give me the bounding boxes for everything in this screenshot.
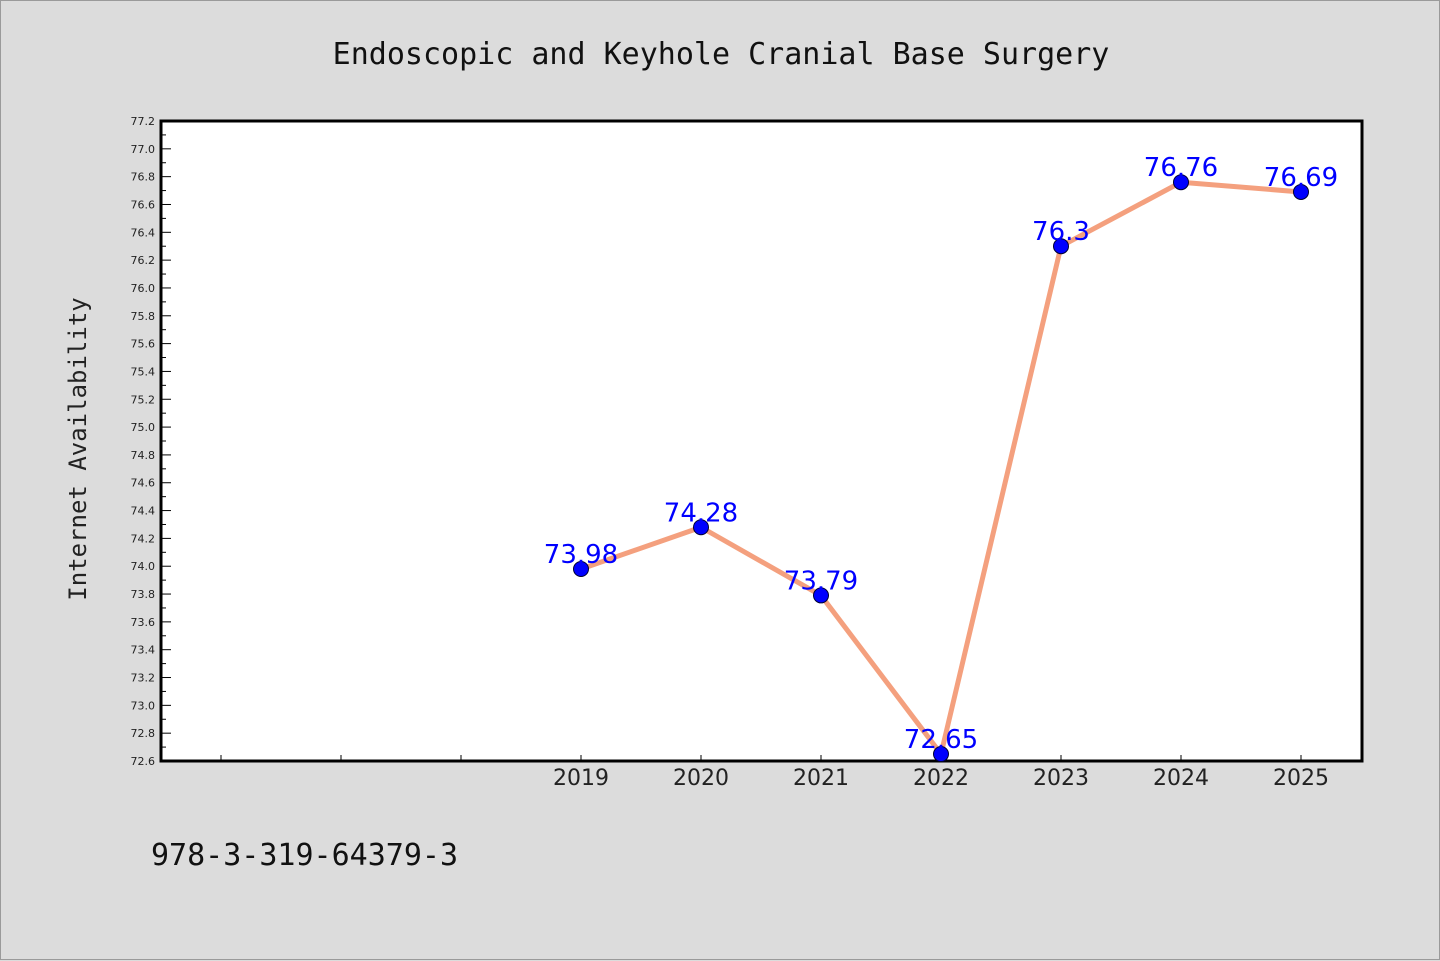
data-point-marker [1173, 174, 1189, 191]
y-tick-label: 74.8 [131, 449, 156, 462]
y-tick-label: 76.4 [131, 226, 156, 239]
y-tick-label: 77.2 [131, 115, 156, 128]
y-tick-label: 75.2 [131, 393, 156, 406]
y-tick-label: 74.6 [131, 477, 156, 490]
y-tick-label: 77.0 [131, 143, 156, 156]
y-tick-label: 74.2 [131, 532, 156, 545]
y-tick-label: 75.4 [131, 365, 156, 378]
plot-area [159, 119, 1364, 763]
y-tick-label: 72.8 [131, 727, 156, 740]
y-tick-label: 74.4 [131, 505, 156, 518]
y-tick-label: 75.8 [131, 310, 156, 323]
y-tick-label: 75.6 [131, 338, 156, 351]
data-label: 76.76 [1144, 153, 1218, 183]
data-point-marker [573, 561, 589, 577]
x-tick-label: 2021 [793, 766, 849, 791]
x-tick-label: 2025 [1273, 766, 1329, 791]
data-label: 72.65 [904, 725, 978, 755]
y-axis-label: Internet Availability [64, 297, 92, 600]
y-tick-label: 76.2 [131, 254, 156, 267]
y-tick-label: 76.6 [131, 198, 156, 211]
chart-title: Endoscopic and Keyhole Cranial Base Surg… [333, 37, 1110, 72]
data-point-marker [1293, 183, 1309, 200]
x-tick-label: 2024 [1153, 766, 1209, 791]
series-group: 73.98 74.28 73.79 72.65 76.3 76.76 76.69 [544, 153, 1338, 763]
x-tick-label: 2022 [913, 766, 969, 791]
x-tick-label: 2019 [553, 766, 609, 791]
y-tick-label: 74.0 [131, 560, 156, 573]
data-label: 73.98 [544, 540, 618, 570]
data-point-marker [693, 519, 709, 536]
data-label: 76.69 [1264, 163, 1338, 193]
data-label: 73.79 [784, 566, 858, 596]
y-tick-label: 72.6 [131, 755, 156, 768]
y-tick-label: 73.2 [131, 672, 156, 685]
x-tick-label: 2023 [1033, 766, 1089, 791]
y-tick-label: 73.4 [131, 644, 156, 657]
x-tick-label: 2020 [673, 766, 729, 791]
y-tick-label: 76.8 [131, 171, 156, 184]
data-label: 74.28 [664, 498, 738, 528]
data-point-marker [813, 587, 829, 604]
y-tick-label: 73.0 [131, 699, 156, 712]
y-axis-ticks: 72.6 72.8 73.0 73.2 73.4 73.6 73.8 74.0 74.2 74.4… [131, 115, 171, 768]
y-tick-label: 73.6 [131, 616, 156, 629]
y-tick-label: 73.8 [131, 588, 156, 601]
data-point-marker [933, 746, 949, 763]
data-point-marker [1053, 238, 1069, 255]
y-tick-label: 76.0 [131, 282, 156, 295]
isbn-footer: 978-3-319-64379-3 [151, 838, 458, 873]
x-axis-ticks: 2019 2020 2021 2022 2023 2024 2025 [220, 755, 1329, 791]
y-tick-label: 75.0 [131, 421, 156, 434]
data-label: 76.3 [1032, 217, 1090, 247]
